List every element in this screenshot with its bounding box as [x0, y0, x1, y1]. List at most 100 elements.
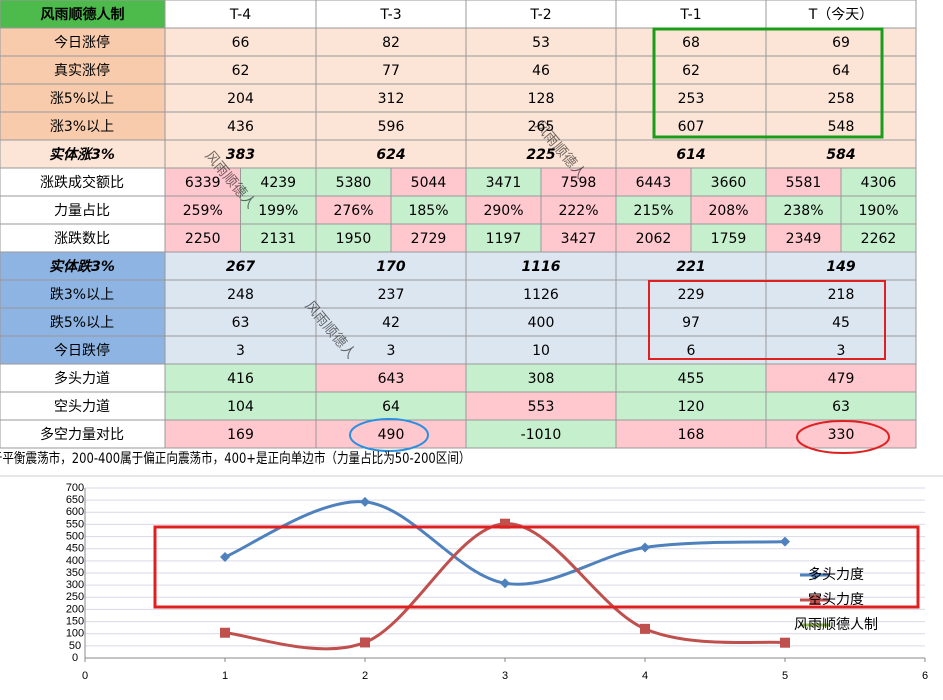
cell-value: 490	[378, 427, 405, 443]
marker	[780, 637, 790, 648]
y-tick-label: 550	[66, 518, 84, 530]
x-tick-label: 2	[362, 670, 368, 682]
cell	[615, 363, 767, 393]
cell	[615, 307, 767, 337]
header-cell	[164, 0, 317, 29]
cell-value: 3660	[711, 175, 747, 191]
cell-value: 607	[678, 119, 705, 135]
cell-value: 208%	[708, 203, 748, 219]
row-label-cell	[0, 139, 166, 169]
cell	[315, 111, 467, 141]
cell-value: 259%	[183, 203, 223, 219]
cell-value: 436	[227, 119, 254, 135]
cell-value: 2262	[861, 231, 897, 247]
cell	[465, 111, 617, 141]
cell-value: 204	[227, 91, 254, 107]
cell-value: 3	[837, 343, 846, 359]
cell-value: 66	[232, 35, 250, 51]
cell-value: 2349	[786, 231, 822, 247]
split-cell	[840, 195, 917, 225]
split-cell	[390, 195, 467, 225]
cell-value: 290%	[483, 203, 523, 219]
cell	[765, 419, 917, 449]
split-cell	[765, 195, 842, 225]
cell-value: 63	[232, 315, 250, 331]
cell-value: 5581	[786, 175, 822, 191]
cell	[315, 335, 467, 365]
cell	[315, 419, 467, 449]
cell-value: 169	[227, 427, 254, 443]
marker	[360, 496, 370, 507]
cell-value: 2729	[411, 231, 447, 247]
cell-value: 6	[687, 343, 696, 359]
row-label: 涨3%以上	[50, 119, 114, 135]
split-cell	[164, 195, 241, 225]
row-label: 涨跌数比	[54, 231, 110, 247]
cell	[615, 139, 767, 169]
x-tick-label: 1	[222, 670, 228, 682]
cell-value: 62	[682, 63, 700, 79]
cell-value: 45	[832, 315, 850, 331]
cell-value: 62	[232, 63, 250, 79]
cell-value: 229	[678, 287, 705, 303]
cell	[164, 279, 317, 309]
legend-marker	[810, 595, 820, 605]
cell-value: 3427	[561, 231, 597, 247]
cell-value: 2131	[260, 231, 296, 247]
marker	[220, 627, 230, 638]
header-text: 风雨顺德人制	[41, 6, 125, 23]
cell-value: 149	[826, 259, 855, 275]
split-cell	[615, 195, 692, 225]
cell-value: 1116	[522, 259, 561, 275]
cell	[765, 111, 917, 141]
header-text: T-1	[679, 7, 701, 23]
cell-value: 63	[832, 399, 850, 415]
y-tick-label: 250	[66, 591, 84, 603]
cell	[315, 363, 467, 393]
cell-value: 53	[532, 35, 550, 51]
cell-value: 2250	[185, 231, 221, 247]
cell-value: 400	[528, 315, 555, 331]
y-tick-label: 50	[69, 640, 81, 652]
cell-value: 455	[678, 371, 705, 387]
split-cell	[615, 167, 692, 197]
highlight-ellipse	[349, 418, 429, 452]
cell	[615, 419, 767, 449]
row-label: 今日涨停	[54, 34, 110, 51]
header-text: T-3	[379, 7, 401, 23]
cell	[465, 251, 617, 281]
note: 备注：涨(跌)3%个股数：0-50属于反向单边市，50-100属于偏反向震荡市，…	[0, 450, 471, 467]
header-text: T-2	[529, 7, 551, 23]
row-label: 跌5%以上	[50, 315, 114, 331]
cell-value: 3	[387, 343, 396, 359]
cell-value: 5380	[336, 175, 372, 191]
row-label-cell	[0, 83, 166, 113]
cell-value: 225	[526, 147, 555, 163]
cell	[465, 55, 617, 85]
cell-value: 64	[832, 63, 850, 79]
cell-value: 238%	[783, 203, 823, 219]
cell-value: 1197	[486, 231, 522, 247]
header-text: T-4	[229, 7, 251, 23]
cell-value: 624	[376, 147, 405, 163]
y-tick-label: 0	[72, 652, 78, 664]
cell-value: 221	[676, 259, 705, 275]
cell-value: 46	[532, 63, 550, 79]
cell-value: 265	[528, 119, 555, 135]
cell-value: 248	[227, 287, 254, 303]
split-cell	[240, 167, 317, 197]
row-label: 力量占比	[54, 203, 110, 219]
cell-value: 330	[828, 427, 855, 443]
cell-value: 170	[376, 259, 405, 275]
cell	[315, 279, 467, 309]
cell-value: 253	[678, 91, 705, 107]
cell-value: 97	[682, 315, 700, 331]
marker	[500, 518, 510, 529]
cell-value: 1759	[711, 231, 747, 247]
x-tick-label: 0	[82, 670, 88, 682]
split-cell	[315, 167, 392, 197]
cell	[465, 279, 617, 309]
cell-value: 168	[678, 427, 705, 443]
cell-value: 383	[226, 147, 255, 163]
